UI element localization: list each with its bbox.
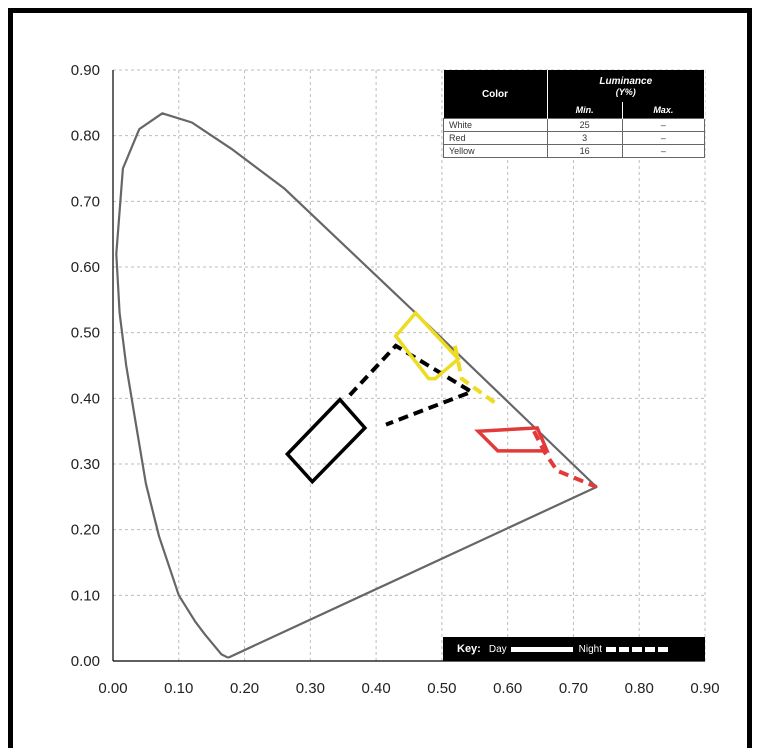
x-tick-label: 0.10 [164,680,193,697]
series-1-night [453,345,499,407]
table-row: Red 3 – [443,131,706,145]
table-cell-min: 3 [546,131,623,145]
legend-day-line [510,646,573,652]
y-tick-label: 0.10 [71,587,100,604]
y-tick-label: 0.20 [71,522,100,539]
series-2-night [532,430,598,489]
table-row: White 25 – [443,118,706,132]
x-tick-label: 0.20 [230,680,259,697]
spectral-locus [115,112,598,659]
table-header-luminance-unit: (Y%) [615,86,636,97]
series-1-day [393,310,461,381]
table-cell-color: White [443,118,548,132]
legend-title: Key: [457,643,481,655]
y-tick-label: 0.50 [71,325,100,342]
table-cell-max: – [621,131,706,145]
series-2-day [474,426,550,453]
y-tick-label: 0.70 [71,193,100,210]
table-header-max: Max. [622,102,706,119]
legend-night-line [606,646,668,652]
x-tick-label: 0.60 [493,680,522,697]
table-header-luminance-label: Luminance [599,75,653,87]
y-tick-label: 0.80 [71,128,100,145]
x-tick-label: 0.30 [296,680,325,697]
tick-layer: 0.00 0.10 0.20 0.30 0.40 0.50 0.60 0.70 0.80 0.90… [71,62,720,697]
legend-key: Key: Day Night [443,637,705,661]
series-0-day [284,397,368,485]
grid-layer [113,69,706,661]
x-tick-label: 0.00 [98,680,127,697]
y-tick-label: 0.30 [71,456,100,473]
table-cell-min: 16 [546,144,623,158]
legend-day-label: Day [488,643,507,655]
table-header-color: Color [443,70,548,119]
series-0-night [348,343,477,427]
x-tick-label: 0.90 [690,680,719,697]
y-tick-label: 0.00 [71,653,100,670]
x-tick-label: 0.40 [362,680,391,697]
axes-layer [112,70,705,662]
y-tick-label: 0.40 [71,390,100,407]
table-cell-color: Yellow [443,144,548,158]
luminance-table: Color Luminance (Y%) Min. Max. White 25 … [443,70,706,158]
table-header-min: Min. [547,102,623,119]
y-tick-label: 0.90 [71,62,100,79]
table-row: Yellow 16 – [443,144,706,158]
table-cell-color: Red [443,131,548,145]
x-tick-label: 0.50 [427,680,456,697]
table-cell-max: – [621,144,706,158]
series-layer [115,112,598,659]
x-tick-label: 0.70 [559,680,588,697]
y-tick-label: 0.60 [71,259,100,276]
table-header-luminance: Luminance (Y%) [547,70,706,102]
table-cell-min: 25 [546,118,623,132]
table-cell-max: – [621,118,706,132]
x-tick-label: 0.80 [625,680,654,697]
legend-night-label: Night [578,643,602,655]
